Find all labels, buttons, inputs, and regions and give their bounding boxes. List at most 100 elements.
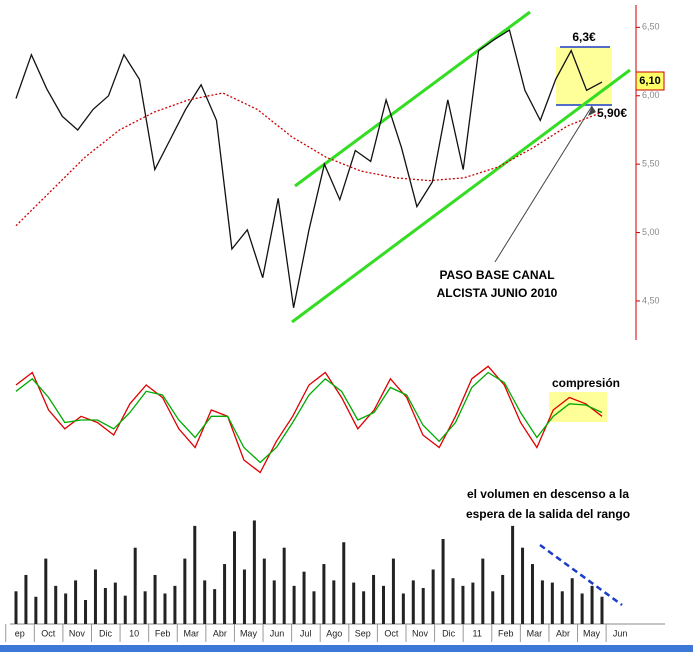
x-tick-label: Oct bbox=[41, 628, 56, 638]
volume-bar bbox=[14, 591, 18, 624]
volume-bar bbox=[262, 558, 266, 624]
annotation: el volumen en descenso a la bbox=[467, 487, 629, 501]
volume-bar bbox=[252, 520, 256, 624]
channel-lower bbox=[291, 68, 631, 324]
volume-bar bbox=[223, 564, 227, 624]
x-tick-label: Nov bbox=[69, 628, 86, 638]
volume-bar bbox=[401, 593, 405, 624]
y-tick-label: 5,00 bbox=[642, 227, 660, 237]
x-tick-label: Feb bbox=[155, 628, 171, 638]
volume-bar bbox=[521, 547, 525, 624]
arrow-line bbox=[494, 105, 593, 263]
volume-bar bbox=[421, 588, 425, 624]
volume-bar bbox=[342, 542, 346, 624]
volume-bar bbox=[213, 589, 217, 624]
volume-bar bbox=[431, 569, 435, 624]
volume-bar bbox=[193, 525, 197, 624]
volume-bar bbox=[54, 585, 58, 624]
series-line bbox=[15, 365, 603, 474]
x-tick-label: Jun bbox=[270, 628, 285, 638]
volume-bar bbox=[461, 585, 465, 624]
volume-bar bbox=[93, 569, 97, 624]
volume-bar bbox=[302, 571, 306, 624]
compression-box bbox=[549, 392, 607, 422]
volume-bar bbox=[451, 578, 455, 624]
annotation: 5,90€ bbox=[597, 106, 627, 120]
x-tick-label: 11 bbox=[473, 628, 482, 638]
volume-bar bbox=[292, 585, 296, 624]
x-tick-label: Jul bbox=[300, 628, 312, 638]
x-tick-label: Nov bbox=[412, 628, 429, 638]
volume-bar bbox=[203, 580, 207, 624]
annotation: 6,3€ bbox=[572, 30, 596, 44]
volume-bar bbox=[600, 596, 604, 624]
volume-bar bbox=[590, 585, 594, 624]
volume-bar bbox=[113, 582, 117, 624]
last-price: 6,10 bbox=[639, 75, 660, 87]
volume-bar bbox=[580, 593, 584, 624]
volume-bar bbox=[381, 585, 385, 624]
y-tick-label: 6,50 bbox=[642, 22, 660, 32]
volume-bar bbox=[411, 580, 415, 624]
x-tick-label: Sep bbox=[355, 628, 371, 638]
volume-bar bbox=[550, 582, 554, 624]
arrow-head bbox=[588, 106, 596, 116]
volume-bar bbox=[64, 593, 68, 624]
volume-bar bbox=[183, 558, 187, 624]
series-line bbox=[15, 29, 603, 308]
volume-bar bbox=[491, 591, 495, 624]
x-tick-label: Mar bbox=[527, 628, 543, 638]
y-tick-label: 5,50 bbox=[642, 159, 660, 169]
x-tick-label: Dic bbox=[99, 628, 112, 638]
volume-bar bbox=[84, 600, 88, 624]
volume-bar bbox=[143, 591, 147, 624]
status-bar bbox=[0, 645, 693, 652]
series-line bbox=[15, 92, 603, 227]
x-tick-label: Feb bbox=[498, 628, 514, 638]
annotation: compresión bbox=[552, 376, 620, 390]
x-tick-label: Oct bbox=[384, 628, 399, 638]
x-tick-label: 10 bbox=[129, 628, 139, 638]
volume-bar bbox=[103, 588, 107, 624]
annotation: PASO BASE CANAL bbox=[439, 268, 554, 282]
volume-bar bbox=[332, 580, 336, 624]
x-tick-label: Ago bbox=[326, 628, 342, 638]
volume-bar bbox=[272, 580, 276, 624]
volume-bar bbox=[322, 564, 326, 624]
x-tick-label: Jun bbox=[613, 628, 628, 638]
volume-bar bbox=[441, 538, 445, 624]
x-tick-label: Dic bbox=[442, 628, 455, 638]
volume-bar bbox=[362, 591, 366, 624]
volume-bar bbox=[163, 593, 167, 624]
annotation: espera de la salida del rango bbox=[466, 507, 630, 521]
volume-trend bbox=[539, 543, 623, 607]
x-tick-label: Abr bbox=[556, 628, 570, 638]
volume-bar bbox=[530, 564, 534, 624]
volume-bar bbox=[312, 591, 316, 624]
volume-bar bbox=[282, 547, 286, 624]
y-tick-label: 6,00 bbox=[642, 90, 660, 100]
volume-bar bbox=[501, 574, 505, 624]
volume-bar bbox=[570, 578, 574, 624]
annotation: ALCISTA JUNIO 2010 bbox=[437, 286, 558, 300]
volume-bar bbox=[133, 547, 137, 624]
volume-bar bbox=[560, 591, 564, 624]
volume-bar bbox=[74, 580, 78, 624]
range-box bbox=[556, 47, 612, 105]
x-tick-label: May bbox=[583, 628, 601, 638]
x-tick-label: Abr bbox=[213, 628, 227, 638]
volume-bar bbox=[173, 585, 177, 624]
volume-bar bbox=[123, 595, 127, 624]
volume-bar bbox=[242, 569, 246, 624]
volume-bar bbox=[352, 582, 356, 624]
volume-bar bbox=[511, 525, 515, 624]
x-tick-label: May bbox=[240, 628, 258, 638]
last-price-box bbox=[635, 71, 665, 91]
x-tick-label: ep bbox=[15, 628, 25, 638]
volume-bar bbox=[24, 574, 28, 624]
y-tick-label: 4,50 bbox=[642, 295, 660, 305]
volume-bar bbox=[391, 558, 395, 624]
volume-bar bbox=[540, 580, 544, 624]
volume-bar bbox=[372, 574, 376, 624]
